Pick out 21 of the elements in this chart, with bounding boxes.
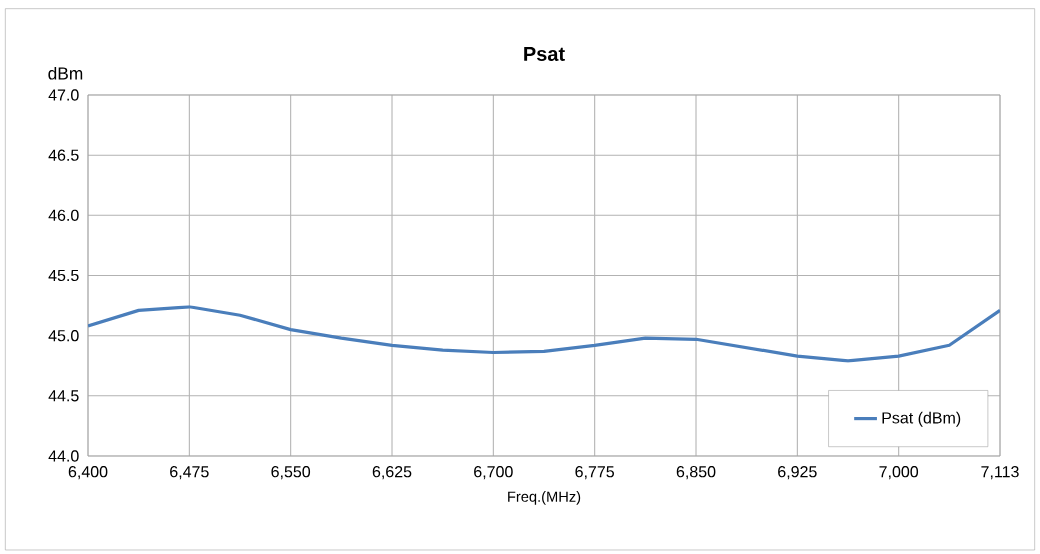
x-tick-label: 6,925 — [778, 466, 817, 480]
y-tick-label: 46.0 — [48, 209, 79, 221]
x-tick-label: 6,625 — [372, 466, 412, 480]
x-axis-title: Freq.(MHz) — [508, 491, 581, 505]
y-tick-label: 47.0 — [48, 89, 79, 101]
x-tick-label: 6,550 — [271, 466, 311, 480]
x-tick-label: 6,700 — [474, 466, 513, 480]
y-axis-title: dBm — [48, 66, 83, 80]
x-tick-label: 6,475 — [170, 466, 209, 480]
y-tick-label: 46.5 — [48, 149, 79, 161]
x-tick-label: 6,850 — [676, 466, 716, 480]
y-tick-label: 44.5 — [48, 390, 79, 402]
x-tick-label: 7,000 — [879, 466, 919, 480]
x-tick-label: 6,400 — [68, 466, 108, 480]
chart-title: Psat — [524, 47, 565, 61]
x-tick-label: 6,775 — [575, 466, 614, 480]
y-tick-label: 44.0 — [48, 450, 79, 462]
legend-label: Psat (dBm) — [882, 411, 961, 427]
y-tick-label: 45.5 — [48, 269, 79, 282]
y-tick-label: 45.0 — [48, 330, 79, 342]
x-tick-label: 7,113 — [981, 466, 1019, 480]
